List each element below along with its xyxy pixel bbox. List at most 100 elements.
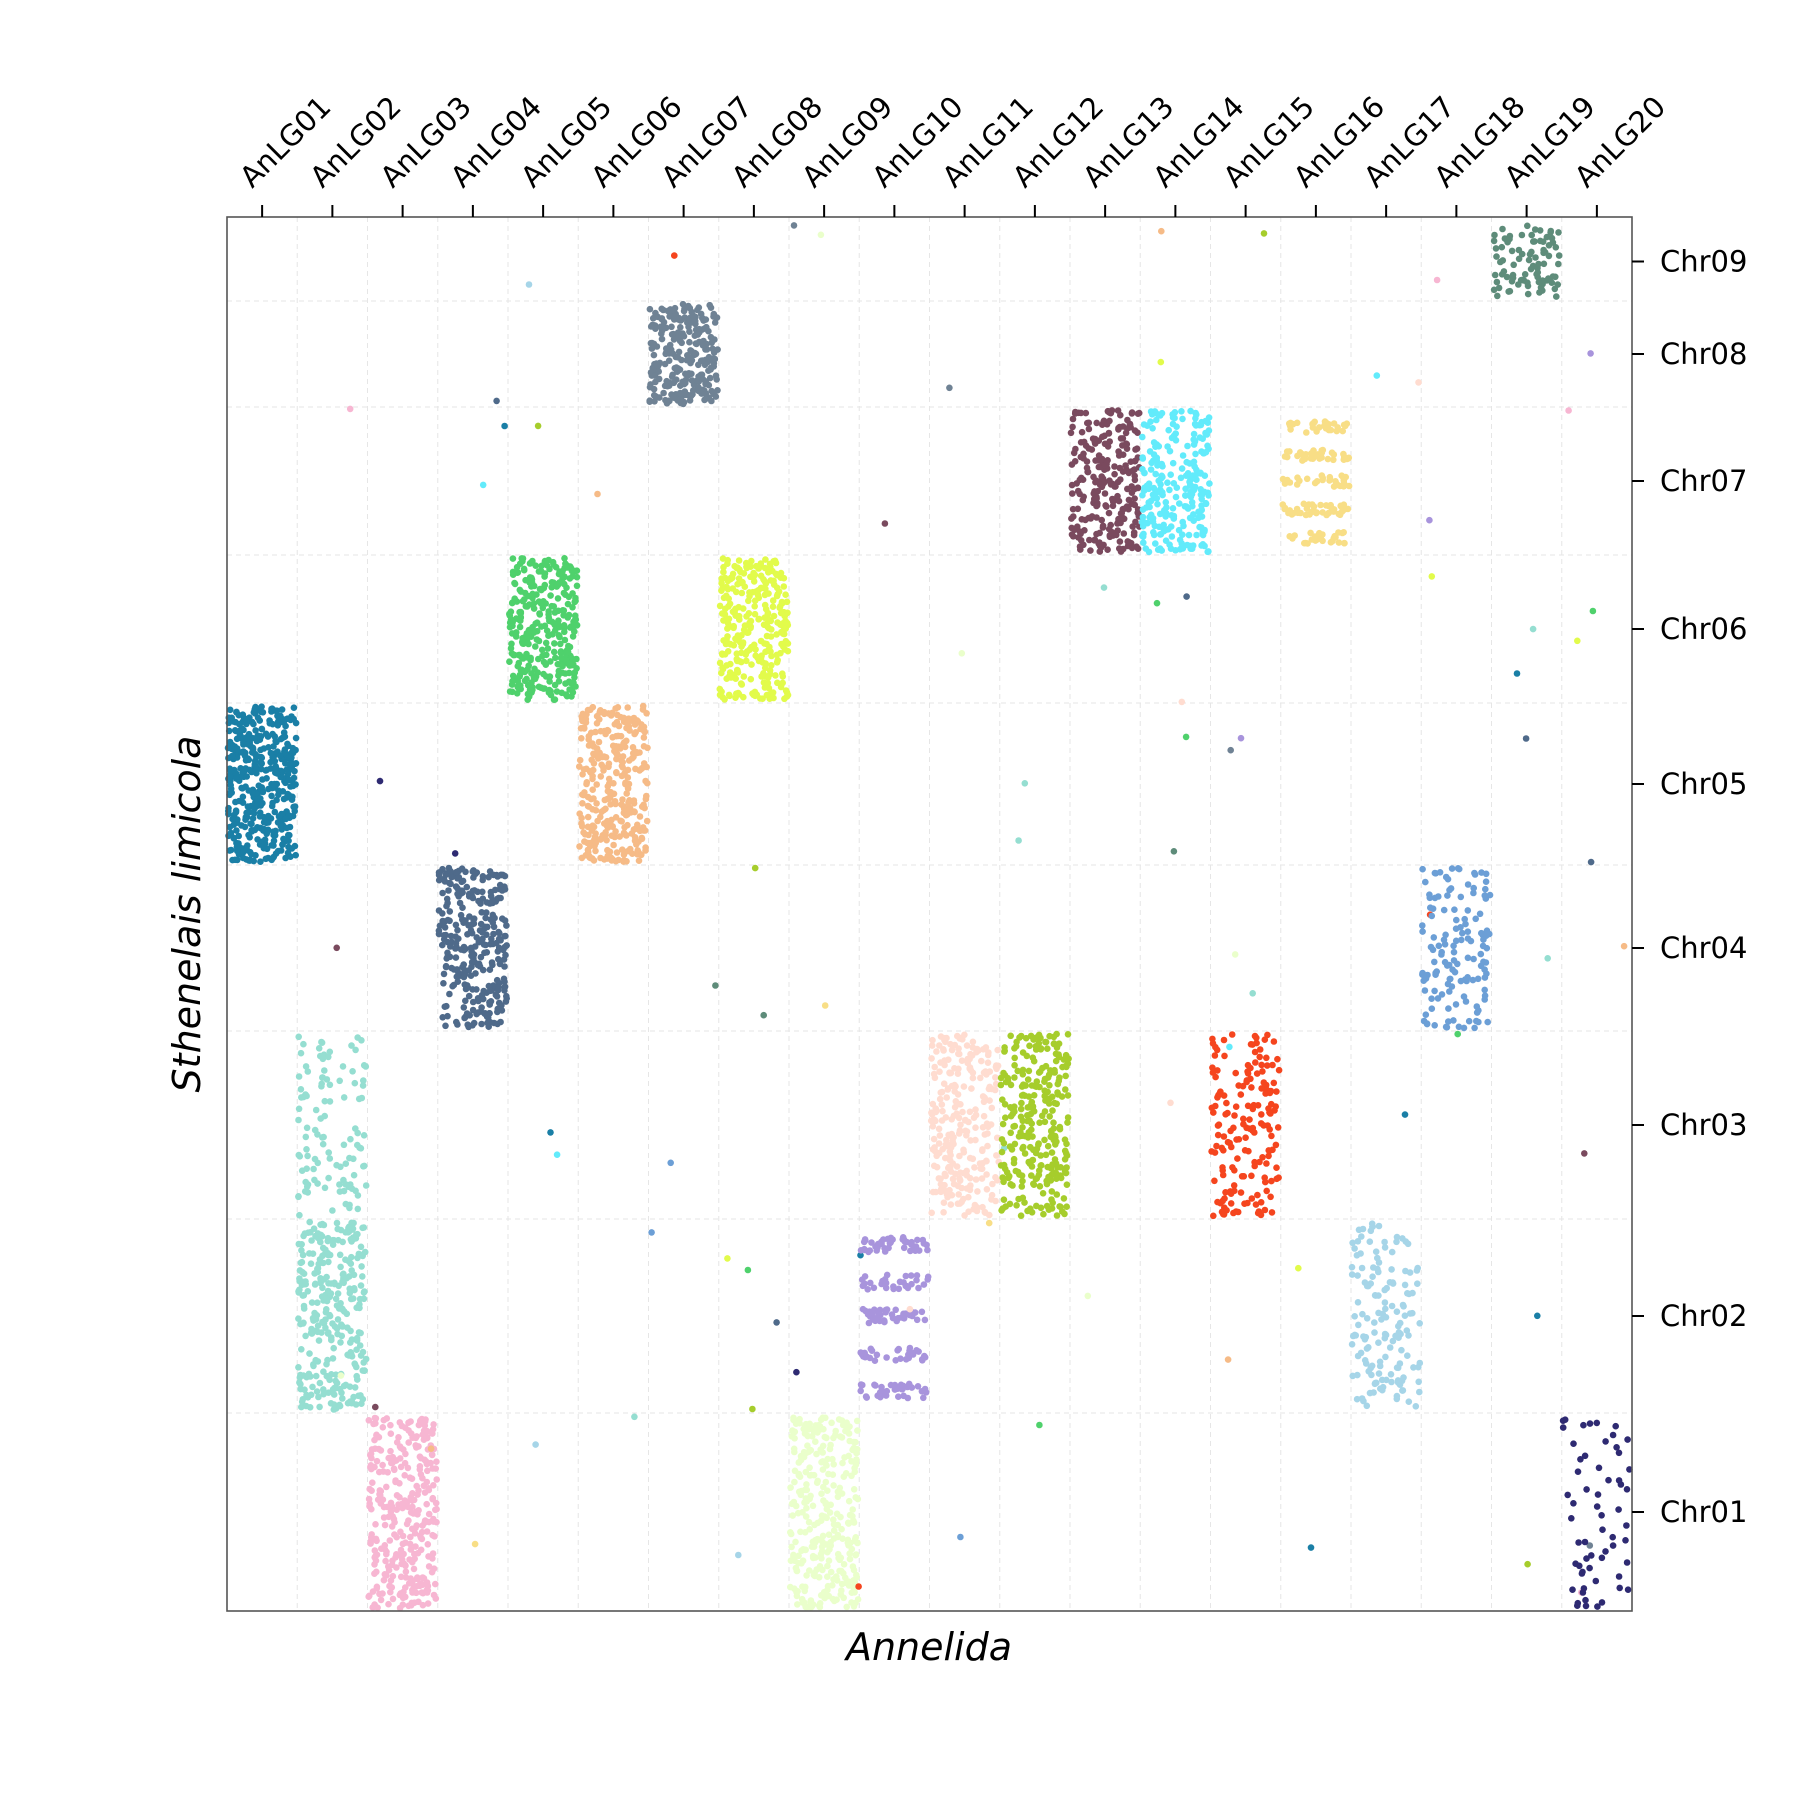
point-AnLG02-Chr02 (306, 1350, 313, 1357)
point-AnLG01-Chr05 (233, 735, 241, 743)
point-AnLG16-Chr07 (1325, 509, 1332, 517)
point-AnLG08-Chr06 (765, 691, 773, 698)
point-AnLG13-Chr07 (1085, 425, 1093, 433)
stray-point-AnLG13 (1581, 1150, 1588, 1157)
point-AnLG02-Chr02 (350, 1219, 357, 1227)
stray-point-AnLG18 (957, 1533, 964, 1541)
point-AnLG02-Chr02 (336, 1402, 344, 1410)
point-AnLG12-Chr03 (1037, 1034, 1044, 1042)
point-AnLG12-Chr03 (1030, 1092, 1038, 1099)
point-AnLG10-Chr02 (868, 1239, 875, 1246)
point-AnLG03-Chr01 (373, 1432, 380, 1439)
point-AnLG08-Chr06 (726, 669, 734, 676)
point-AnLG03-Chr01 (373, 1457, 381, 1465)
point-AnLG10-Chr02 (857, 1387, 864, 1395)
point-AnLG11-Chr03 (957, 1169, 964, 1176)
point-AnLG15-Chr03 (1270, 1079, 1278, 1087)
point-AnLG11-Chr03 (972, 1136, 979, 1144)
point-AnLG09-Chr01 (790, 1414, 797, 1422)
point-AnLG19-Chr09 (1551, 285, 1559, 293)
point-AnLG14-Chr07 (1139, 491, 1146, 499)
point-AnLG13-Chr07 (1093, 495, 1100, 502)
point-AnLG11-Chr03 (978, 1165, 986, 1173)
stray-point-AnLG05 (1454, 1030, 1461, 1038)
point-AnLG14-Chr07 (1139, 433, 1146, 441)
point-AnLG06-Chr05 (625, 799, 632, 806)
point-AnLG01-Chr05 (282, 760, 289, 767)
point-AnLG09-Chr01 (812, 1438, 819, 1445)
point-AnLG18-Chr04 (1448, 865, 1456, 872)
point-AnLG12-Chr03 (1007, 1129, 1014, 1137)
point-AnLG11-Chr03 (929, 1100, 937, 1108)
stray-point-AnLG17 (525, 281, 533, 288)
point-AnLG10-Chr02 (921, 1316, 929, 1324)
point-AnLG13-Chr07 (1099, 421, 1106, 429)
point-AnLG12-Chr03 (1045, 1071, 1053, 1078)
point-AnLG15-Chr03 (1240, 1120, 1247, 1128)
stray-point-AnLG07 (1586, 1542, 1594, 1549)
point-AnLG02-Chr02 (330, 1406, 338, 1413)
point-AnLG10-Chr02 (879, 1277, 886, 1285)
point-AnLG06-Chr05 (592, 847, 599, 855)
point-AnLG03-Chr01 (381, 1546, 389, 1553)
point-AnLG18-Chr04 (1422, 878, 1429, 886)
point-AnLG12-Chr03 (1063, 1203, 1070, 1210)
point-AnLG01-Chr05 (233, 846, 241, 854)
point-AnLG15-Chr03 (1244, 1070, 1252, 1077)
point-AnLG13-Chr07 (1116, 464, 1124, 472)
point-AnLG18-Chr04 (1464, 954, 1472, 962)
point-AnLG07-Chr08 (658, 315, 666, 322)
point-AnLG08-Chr06 (751, 610, 759, 618)
point-AnLG15-Chr03 (1231, 1112, 1238, 1119)
point-AnLG15-Chr03 (1235, 1136, 1243, 1143)
point-AnLG05-Chr06 (552, 563, 560, 571)
point-AnLG02-Chr02 (353, 1337, 361, 1344)
point-AnLG06-Chr05 (589, 786, 596, 793)
point-AnLG06-Chr05 (617, 732, 625, 740)
point-AnLG04-Chr04 (481, 1010, 489, 1017)
point-AnLG08-Chr06 (746, 619, 753, 627)
point-AnLG12-Chr03 (1008, 1146, 1016, 1153)
point-AnLG17-Chr02 (1368, 1362, 1376, 1370)
point-AnLG17-Chr02 (1388, 1266, 1395, 1273)
point-AnLG04-Chr04 (494, 1005, 502, 1013)
point-AnLG09-Chr01 (854, 1495, 862, 1503)
point-AnLG03-Chr01 (373, 1537, 380, 1545)
point-AnLG03-Chr01 (433, 1476, 441, 1483)
point-AnLG12-Chr03 (998, 1207, 1005, 1214)
point-AnLG17-Chr02 (1388, 1378, 1395, 1386)
point-AnLG10-Chr02 (914, 1383, 922, 1390)
point-AnLG13-Chr07 (1092, 478, 1099, 486)
point-AnLG07-Chr08 (658, 335, 666, 343)
point-AnLG13-Chr07 (1104, 457, 1111, 464)
point-AnLG12-Chr03 (1022, 1034, 1030, 1042)
point-AnLG15-Chr03 (1252, 1059, 1259, 1066)
point-AnLG01-Chr05 (226, 706, 234, 714)
point-AnLG15-Chr03 (1230, 1182, 1238, 1189)
point-AnLG10-Chr02 (900, 1244, 908, 1252)
point-AnLG04-Chr04 (441, 1003, 449, 1010)
point-AnLG02-Chr02 (359, 1367, 367, 1374)
point-AnLG01-Chr05 (274, 847, 282, 855)
point-AnLG08-Chr06 (720, 568, 727, 576)
point-AnLG14-Chr07 (1139, 513, 1147, 521)
stray-point-AnLG16 (821, 1002, 829, 1009)
point-AnLG12-Chr03 (997, 1074, 1005, 1082)
point-AnLG05-Chr06 (562, 680, 569, 687)
point-AnLG02-Chr02 (308, 1237, 315, 1244)
point-AnLG05-Chr06 (557, 654, 565, 662)
point-AnLG02-Chr02 (339, 1395, 346, 1402)
point-AnLG15-Chr03 (1248, 1195, 1256, 1202)
point-AnLG06-Chr05 (603, 836, 610, 844)
point-AnLG01-Chr05 (243, 809, 250, 817)
point-AnLG03-Chr01 (402, 1584, 409, 1591)
point-AnLG14-Chr07 (1150, 484, 1158, 492)
point-AnLG16-Chr07 (1335, 539, 1343, 546)
point-AnLG15-Chr03 (1224, 1138, 1232, 1146)
point-AnLG06-Chr05 (619, 764, 626, 771)
point-AnLG02-Chr02 (361, 1248, 369, 1256)
point-AnLG16-Chr07 (1286, 448, 1293, 455)
stray-point-AnLG01 (1307, 1544, 1315, 1551)
point-AnLG17-Chr02 (1401, 1281, 1409, 1289)
point-AnLG06-Chr05 (625, 715, 632, 722)
